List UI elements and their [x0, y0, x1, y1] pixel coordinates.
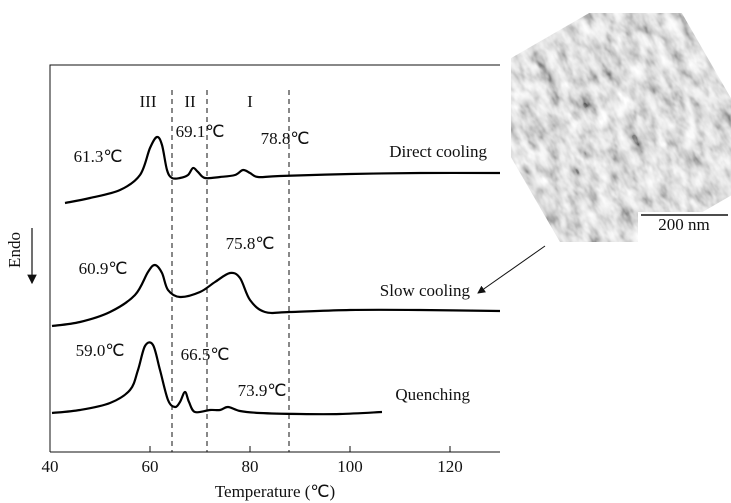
peak-annotation: 69.1℃ — [176, 122, 225, 141]
peak-annotation: 61.3℃ — [74, 147, 123, 166]
axis-frame — [49, 64, 500, 452]
curve — [64, 135, 501, 205]
region-label: II — [184, 92, 196, 111]
inset-image — [511, 13, 731, 242]
inset-arrow — [477, 245, 546, 294]
x-tick-label: 100 — [337, 457, 363, 476]
x-axis-label: Temperature (℃) — [215, 482, 335, 501]
x-tick-label: 40 — [42, 457, 59, 476]
scale-bar-label: 200 nm — [658, 215, 709, 234]
region-label: III — [140, 92, 157, 111]
peak-annotation: 75.8℃ — [226, 234, 275, 253]
series-label: Quenching — [395, 385, 470, 404]
inset-texture — [511, 13, 731, 242]
x-tick-label: 80 — [242, 457, 259, 476]
curve — [51, 341, 383, 416]
series-label: Direct cooling — [389, 142, 487, 161]
x-tick-label: 120 — [437, 457, 463, 476]
peak-annotation: 59.0℃ — [76, 341, 125, 360]
y-axis-label: Endo — [5, 232, 24, 268]
x-tick-label: 60 — [142, 457, 159, 476]
peak-annotation: 66.5℃ — [181, 345, 230, 364]
curve — [51, 263, 501, 328]
peak-annotation: 73.9℃ — [238, 381, 287, 400]
peak-annotation: 78.8℃ — [261, 129, 310, 148]
scale-bar-box — [638, 212, 731, 242]
region-label: I — [247, 92, 253, 111]
peak-annotation: 60.9℃ — [79, 259, 128, 278]
series-label: Slow cooling — [380, 281, 471, 300]
